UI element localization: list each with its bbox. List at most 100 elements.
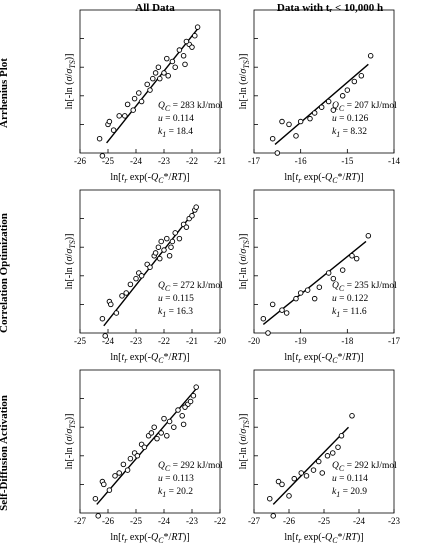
data-point	[279, 481, 285, 488]
data-point	[161, 70, 167, 76]
data-point	[106, 118, 113, 125]
y-axis-label: ln[-ln (σ/σTS)]	[238, 234, 251, 290]
annotation-u: u = 0.113	[158, 474, 194, 484]
data-point	[112, 473, 118, 479]
data-point	[141, 444, 148, 450]
data-point	[338, 433, 345, 439]
data-point	[358, 73, 365, 79]
data-point	[265, 330, 271, 336]
data-point	[279, 118, 285, 125]
data-point	[293, 133, 299, 139]
x-tick-label: -14	[388, 156, 400, 166]
data-point	[316, 284, 323, 290]
data-point	[275, 478, 282, 485]
x-tick-label: -23	[388, 516, 400, 526]
data-point	[147, 87, 153, 93]
data-point	[339, 267, 346, 273]
data-point	[102, 333, 108, 339]
data-point	[310, 467, 317, 473]
fit-line	[96, 386, 199, 505]
plot-frame	[79, 189, 221, 334]
x-axis-label: ln[tr exp(-QC*/RT)]	[110, 532, 189, 545]
annotation-activation-energy: QC = 272 kJ/mol	[158, 281, 223, 293]
data-point	[297, 290, 304, 296]
data-point	[168, 244, 174, 250]
plot-frame	[79, 369, 221, 514]
data-point	[138, 273, 145, 279]
data-point	[96, 135, 103, 142]
x-tick-label: -22	[214, 516, 226, 526]
data-point	[307, 115, 313, 122]
x-tick-label: -21	[214, 156, 226, 166]
x-tick-label: -26	[102, 516, 114, 526]
data-point	[330, 450, 336, 456]
x-tick-label: -24	[102, 336, 114, 346]
x-tick-label: -25	[102, 156, 114, 166]
x-tick-label: -25	[318, 516, 330, 526]
data-point	[311, 110, 318, 116]
x-axis-label: ln[tr exp(-QC*/RT)]	[110, 172, 189, 185]
x-tick-label: -24	[353, 516, 365, 526]
data-point	[124, 101, 131, 108]
data-point	[187, 398, 194, 405]
x-tick-label: -24	[130, 156, 142, 166]
data-point	[101, 481, 107, 488]
data-point	[293, 295, 299, 302]
data-point	[127, 281, 134, 288]
data-point	[165, 73, 171, 79]
annotation-activation-energy: QC = 283 kJ/mol	[158, 101, 223, 113]
panel-2-0: -27 -26 -25 -24 -23 -22 ln[-ln (σ/σTS)] ln[tr e…	[64, 369, 226, 545]
fit-line	[272, 426, 350, 505]
data-point	[166, 418, 173, 425]
x-axis-label: ln[tr exp(-QC*/RT)]	[284, 532, 363, 545]
data-point	[274, 150, 281, 156]
data-point	[297, 118, 304, 125]
annotation-activation-energy: QC = 292 kJ/mol	[158, 461, 223, 473]
data-point	[353, 255, 360, 262]
data-point	[154, 435, 160, 442]
annotation-k1: k1 = 18.4	[158, 127, 193, 139]
data-point	[116, 470, 122, 476]
data-point	[171, 424, 177, 430]
data-point	[180, 421, 187, 428]
x-tick-label: -22	[186, 156, 198, 166]
plot-frame	[253, 189, 395, 334]
x-axis-label: ln[tr exp(-QC*/RT)]	[284, 352, 363, 365]
data-point	[144, 81, 150, 88]
data-point	[124, 467, 131, 473]
panel-2-1: -27 -26 -25 -24 -23 ln[-ln (σ/σTS)] ln[tr exp(…	[238, 369, 400, 545]
annotation-u: u = 0.126	[332, 114, 368, 124]
data-point	[190, 392, 197, 399]
data-point	[148, 430, 155, 436]
x-tick-label: -26	[283, 516, 295, 526]
data-point	[193, 384, 199, 390]
x-tick-label: -22	[158, 336, 170, 346]
x-tick-label: -25	[130, 516, 142, 526]
data-point	[182, 61, 188, 68]
data-point	[283, 310, 290, 316]
data-point	[164, 433, 170, 439]
y-axis-label: ln[-ln (σ/σTS)]	[64, 234, 77, 290]
x-axis-label: ln[tr exp(-QC*/RT)]	[284, 172, 363, 185]
data-point	[120, 461, 127, 468]
data-point	[279, 307, 285, 313]
column-title-subset: Data with tᵣ < 10,000 h	[276, 2, 384, 14]
data-point	[119, 293, 125, 299]
data-point	[99, 153, 106, 159]
data-point	[189, 44, 195, 50]
data-point	[194, 24, 201, 30]
x-axis-label: ln[tr exp(-QC*/RT)]	[110, 352, 189, 365]
annotation-k1: k1 = 11.6	[332, 307, 367, 319]
data-point	[155, 64, 162, 70]
data-point	[138, 98, 145, 105]
data-point	[324, 453, 331, 459]
x-tick-label: -27	[248, 516, 260, 526]
x-tick-label: -23	[130, 336, 142, 346]
data-point	[99, 315, 106, 322]
annotation-k1: k1 = 16.3	[158, 307, 193, 319]
data-point	[172, 230, 178, 236]
data-point	[304, 287, 311, 293]
data-point	[155, 244, 162, 250]
data-point	[330, 275, 337, 282]
